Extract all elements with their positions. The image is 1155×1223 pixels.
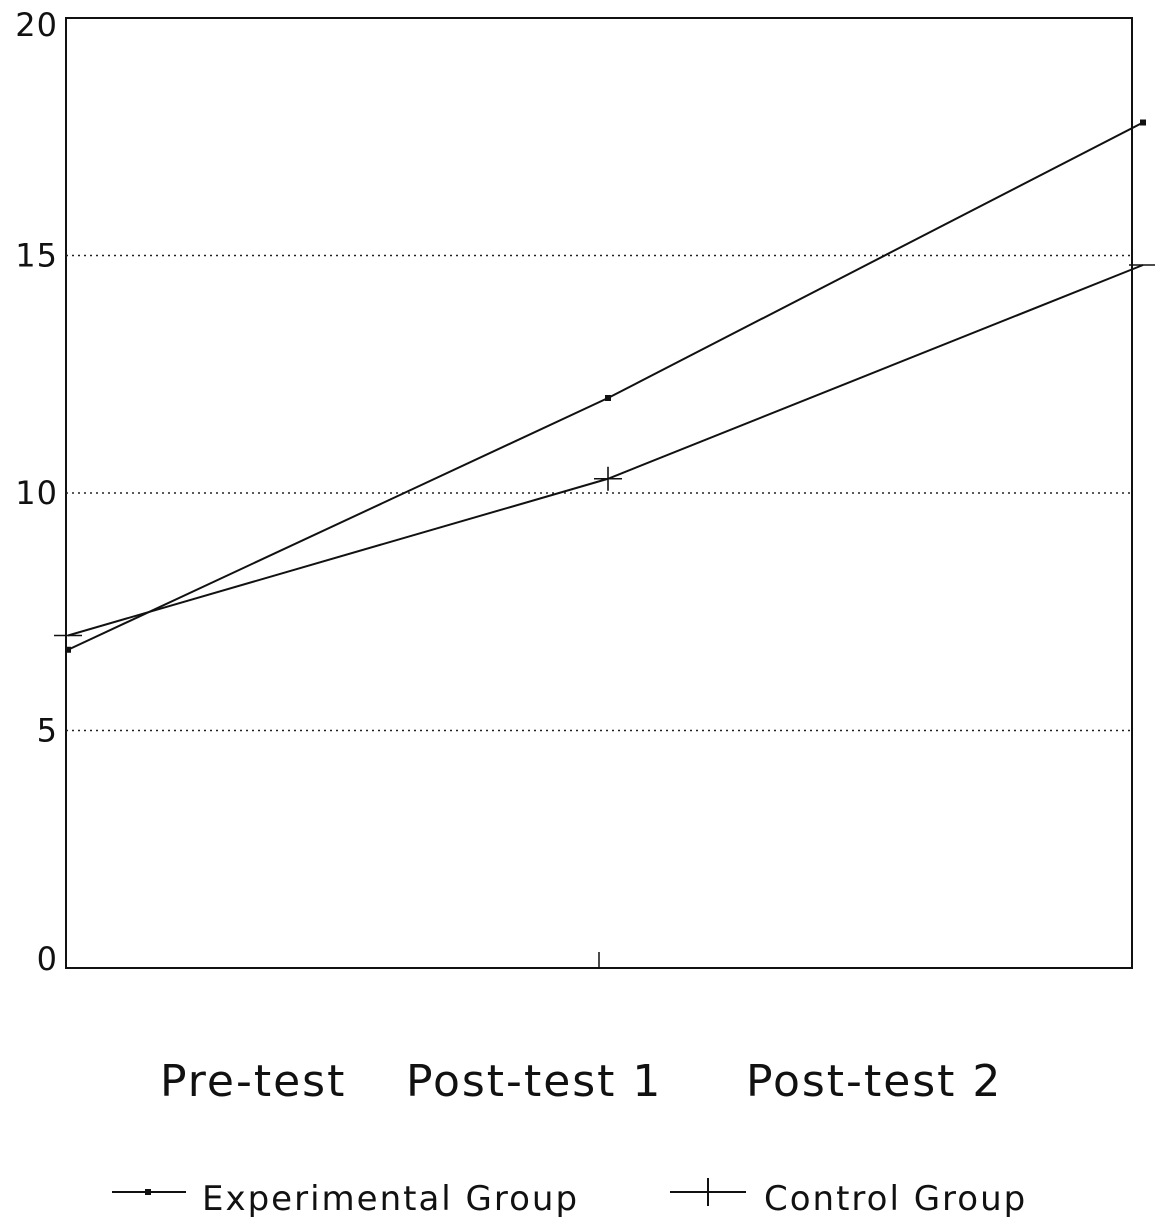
x-label-pretest: Pre-test [160, 1056, 346, 1107]
point-control-1 [594, 466, 622, 491]
point-experimental-0 [65, 646, 71, 653]
y-tick-label-10: 10 [15, 474, 58, 512]
legend-marker-dot [145, 1189, 151, 1195]
gridlines [66, 254, 1132, 732]
y-tick-label-15: 15 [15, 237, 58, 275]
y-axis-ticks: 0 5 10 15 20 [15, 6, 58, 978]
x-label-posttest-1: Post-test 1 [406, 1056, 662, 1107]
series-lines [54, 119, 1155, 653]
legend-item-control: Control Group [670, 1178, 1027, 1219]
series-line-control [67, 264, 1144, 637]
legend-item-experimental: Experimental Group [112, 1179, 579, 1219]
y-tick-label-20: 20 [15, 6, 58, 44]
point-experimental-2 [1140, 119, 1146, 126]
x-axis-labels: Pre-test Post-test 1 Post-test 2 [160, 1056, 1002, 1107]
x-label-posttest-2: Post-test 2 [746, 1056, 1002, 1107]
point-experimental-1 [605, 395, 611, 401]
y-tick-label-0: 0 [37, 940, 58, 978]
series-line-experimental [67, 121, 1144, 651]
legend-label-control: Control Group [764, 1179, 1027, 1219]
legend-label-experimental: Experimental Group [202, 1179, 579, 1219]
legend: Experimental Group Control Group [112, 1178, 1027, 1219]
y-tick-label-5: 5 [37, 712, 58, 750]
